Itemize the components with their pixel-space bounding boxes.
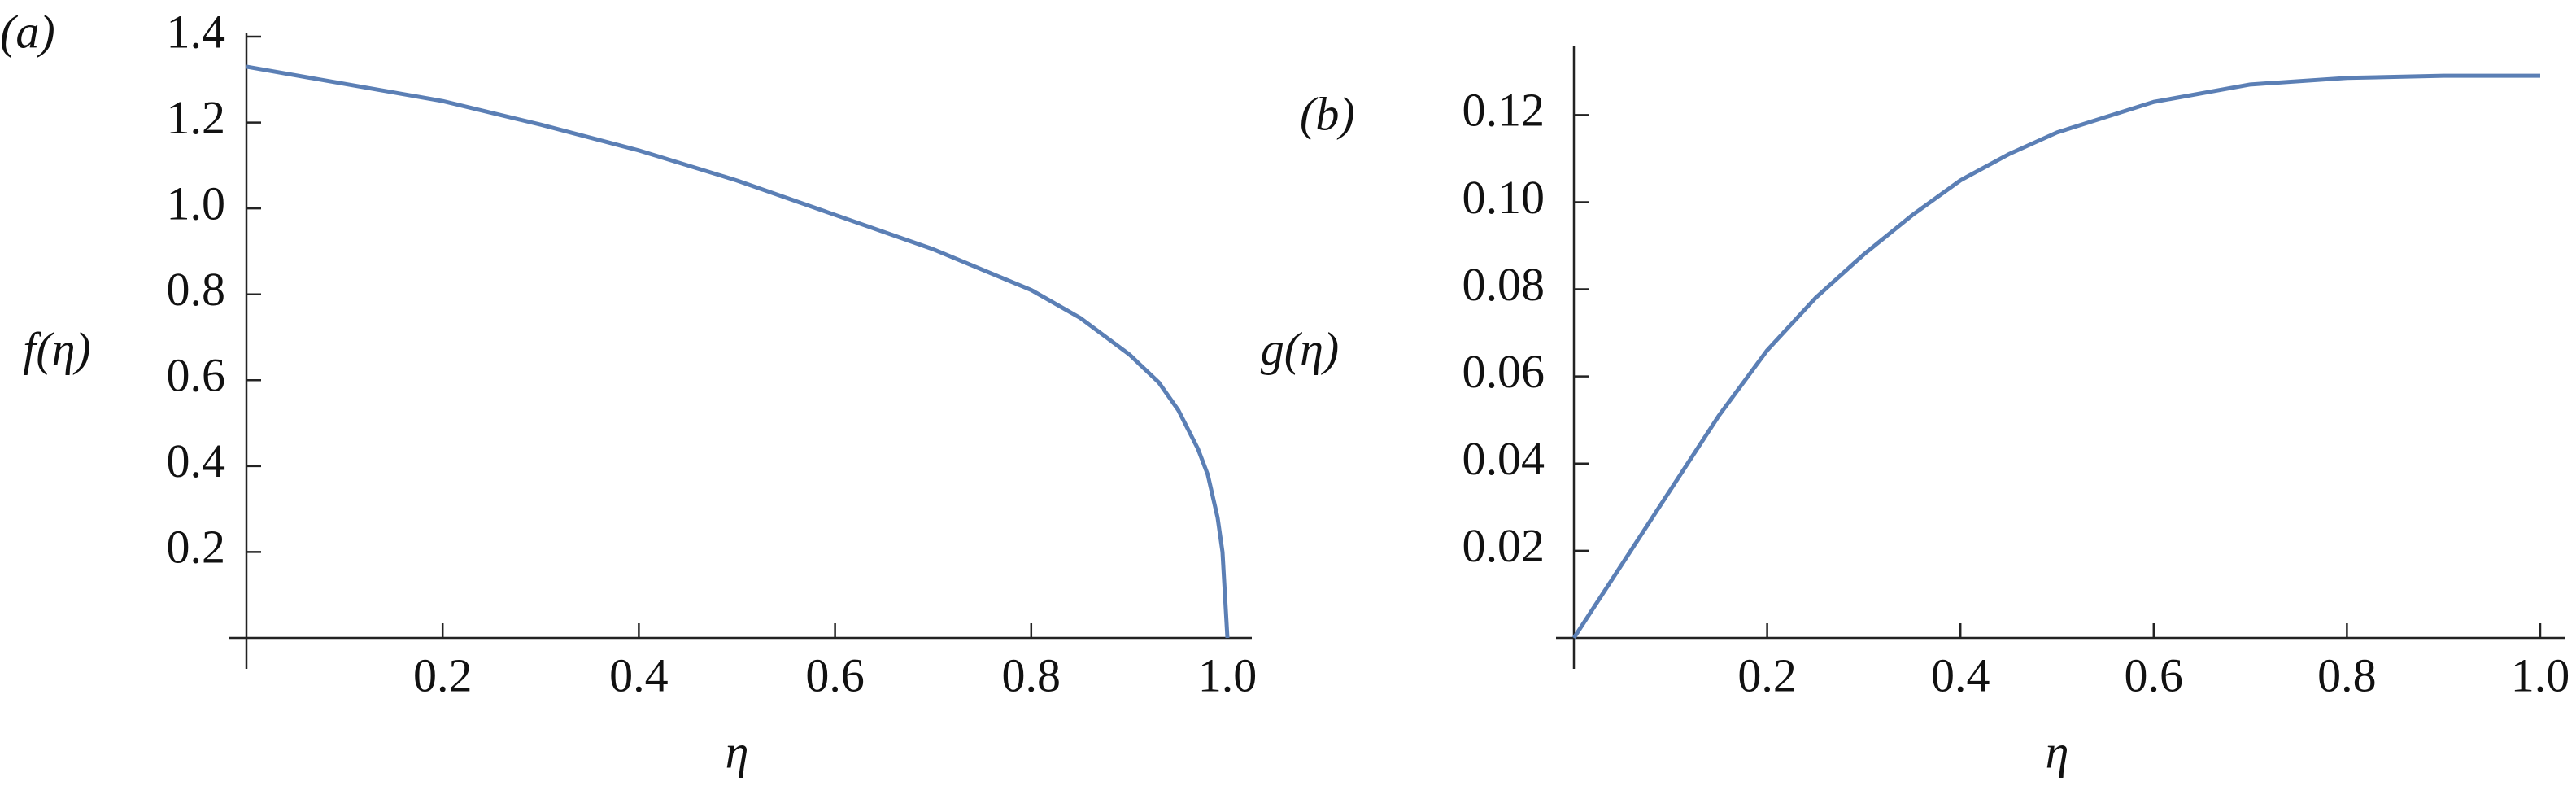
y-tick-label: 0.6 xyxy=(167,349,226,402)
x-tick-label: 0.4 xyxy=(1931,648,1990,701)
y-tick-label: 0.08 xyxy=(1462,258,1545,311)
x-tick-label: 0.2 xyxy=(1737,648,1797,701)
x-axis-label: η xyxy=(726,725,749,778)
y-tick-label: 0.8 xyxy=(167,263,226,316)
y-tick-label: 0.2 xyxy=(167,521,226,574)
y-tick-label: 0.4 xyxy=(167,434,226,487)
y-axis-label: g(η) xyxy=(1261,322,1339,375)
x-tick-label: 0.6 xyxy=(2125,648,2184,701)
x-tick-label: 0.8 xyxy=(2317,648,2377,701)
y-axis-label: f(η) xyxy=(23,322,91,375)
panel-label: (b) xyxy=(1300,87,1355,140)
x-tick-label: 0.2 xyxy=(413,648,473,701)
x-axis-label: η xyxy=(2046,725,2069,778)
y-tick-label: 0.04 xyxy=(1462,432,1545,485)
x-tick-label: 0.6 xyxy=(805,648,865,701)
x-tick-label: 1.0 xyxy=(1198,648,1257,701)
y-tick-label: 1.4 xyxy=(167,5,226,58)
y-tick-label: 0.02 xyxy=(1462,519,1545,572)
line-series xyxy=(246,64,1230,639)
y-tick-label: 0.10 xyxy=(1462,171,1545,224)
y-tick-label: 0.06 xyxy=(1462,345,1545,398)
x-tick-label: 0.8 xyxy=(1002,648,1061,701)
y-tick-label: 0.12 xyxy=(1462,84,1545,137)
panel-label: (a) xyxy=(0,5,55,58)
y-tick-label: 1.2 xyxy=(167,91,226,144)
x-tick-label: 0.4 xyxy=(609,648,669,701)
x-tick-label: 1.0 xyxy=(2511,648,2570,701)
line-series xyxy=(1571,73,2540,640)
y-tick-label: 1.0 xyxy=(167,177,226,229)
